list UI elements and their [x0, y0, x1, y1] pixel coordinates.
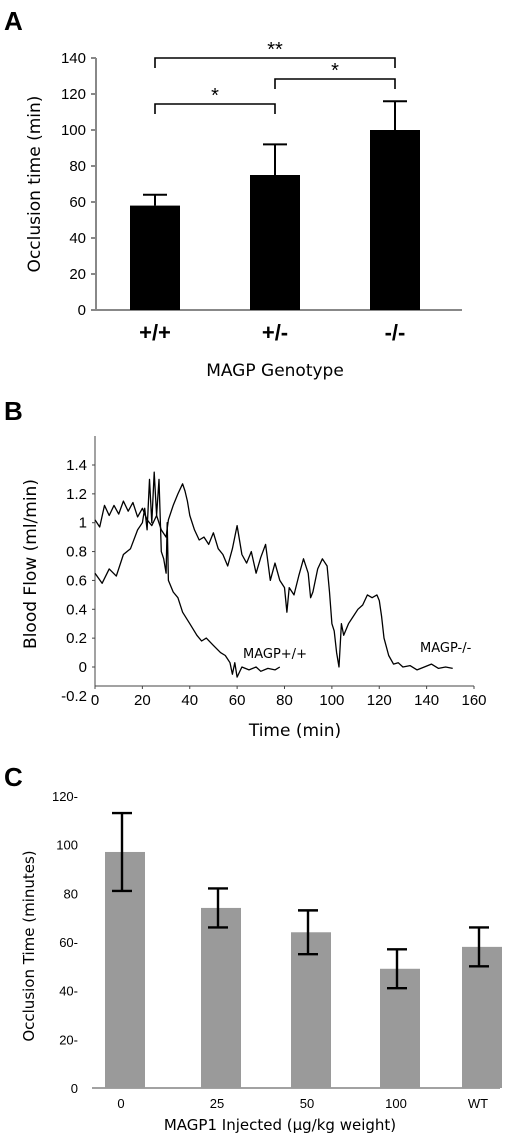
- panel-c-y-tick-label: 120-: [52, 789, 78, 804]
- panel-c-categories: 0 25 50 100 WT: [117, 1096, 488, 1111]
- panel-b-x-tick-label: 100: [319, 692, 344, 709]
- panel-a-significance-label: *: [211, 85, 219, 107]
- panel-b-series: [94, 471, 453, 678]
- panel-b-x-tick-label: 60: [229, 692, 246, 709]
- panel-b-y-tick-label: 0.8: [66, 544, 87, 561]
- panel-a-y-tick-label: 80: [69, 158, 86, 175]
- panel-a-error-bars: [143, 100, 407, 206]
- panel-b: B -0.200.20.40.60.811.21.4 0 20 40 60 80 100 1…: [4, 396, 487, 741]
- panel-c-y-ticks: 0 20- 40- 60- 80 100 120-: [52, 789, 78, 1096]
- panel-c-category-label: 0: [117, 1096, 124, 1111]
- panel-b-y-tick-label: 0.4: [66, 601, 87, 618]
- series-label-magp-wt: MAGP+/+: [243, 647, 307, 662]
- panel-c-ylabel: Occlusion Time (minutes): [20, 850, 38, 1041]
- panel-a-y-ticks: 0 20 40 60 80 100 120 140: [61, 50, 96, 319]
- panel-c-bars: [105, 851, 502, 1088]
- panel-c-bar: [380, 968, 420, 1088]
- panel-c-bar: [291, 932, 331, 1088]
- panel-a-xlabel: MAGP Genotype: [206, 361, 344, 381]
- panel-c-error-bars: [112, 811, 489, 990]
- panel-a-y-tick-label: 20: [69, 266, 86, 283]
- panel-c-category-label: 50: [300, 1096, 314, 1111]
- panel-c-category-label: WT: [468, 1096, 488, 1111]
- panel-b-x-tick-label: 20: [134, 692, 151, 709]
- panel-a-significance-bracket: [274, 78, 396, 89]
- panel-b-series-line: [94, 483, 453, 671]
- panel-a-y-tick-label: 100: [61, 122, 86, 139]
- panel-b-x-tick-label: 160: [461, 692, 486, 709]
- panel-b-x-tick-label: 140: [414, 692, 439, 709]
- panel-c-y-tick-label: 0: [71, 1081, 78, 1096]
- panel-c-bar: [201, 907, 241, 1088]
- panel-a-y-tick-label: 140: [61, 50, 86, 67]
- panel-b-x-tick-label: 120: [367, 692, 392, 709]
- panel-a-bar: [250, 175, 300, 310]
- panel-c-category-label: 100: [385, 1096, 407, 1111]
- panel-b-y-tick-label: 1.2: [66, 486, 87, 503]
- panel-a-category-label: -/-: [385, 320, 406, 345]
- panel-b-x-tick-label: 0: [91, 692, 99, 709]
- panel-a-bar: [130, 205, 180, 310]
- panel-a-significance-bracket: [154, 103, 276, 114]
- panel-b-y-tick-label: 1.4: [66, 457, 87, 474]
- panel-a-category-label: +/-: [262, 320, 288, 345]
- panel-c-category-label: 25: [210, 1096, 224, 1111]
- panel-a-letter: A: [4, 6, 23, 36]
- panel-b-ylabel: Blood Flow (ml/min): [21, 479, 41, 649]
- panel-c-y-tick-label: 20-: [59, 1032, 78, 1047]
- panel-a-y-tick-label: 0: [78, 302, 86, 319]
- panel-a-y-tick-label: 120: [61, 86, 86, 103]
- panel-a-categories: +/+ +/- -/-: [139, 320, 405, 345]
- panel-a-significance-bracket: [154, 57, 396, 68]
- panel-b-y-tick-label: 0: [79, 659, 87, 676]
- panel-a-y-tick-label: 40: [69, 230, 86, 247]
- panel-c-xlabel: MAGP1 Injected (µg/kg weight): [164, 1116, 396, 1134]
- panel-a-ylabel: Occlusion time (min): [25, 96, 45, 273]
- panel-c-y-tick-label: 40-: [59, 984, 78, 999]
- panel-a-category-label: +/+: [139, 320, 171, 345]
- panel-a-significance: ****: [154, 39, 396, 114]
- panel-a-y-tick-label: 60: [69, 194, 86, 211]
- panel-b-letter: B: [4, 396, 23, 426]
- panel-c-y-tick-label: 100: [56, 838, 78, 853]
- panel-b-y-tick-label: 0.6: [66, 572, 87, 589]
- panel-b-x-tick-label: 80: [276, 692, 293, 709]
- panel-a-significance-label: **: [267, 39, 283, 61]
- panel-b-y-tick-label: 0.2: [66, 630, 87, 647]
- panel-b-x-tick-label: 40: [181, 692, 198, 709]
- panel-c: C 0 20- 40- 60- 80 100 120- 0 25 50 100 WT Occlusi…: [4, 762, 502, 1134]
- panel-a-bars: [130, 130, 420, 310]
- panel-a-bar: [370, 130, 420, 310]
- panel-c-letter: C: [4, 762, 23, 792]
- panel-b-x-ticks: 0 20 40 60 80 100 120 140 160: [91, 686, 487, 709]
- panel-c-y-tick-label: 80: [64, 886, 78, 901]
- panel-a-significance-label: *: [331, 60, 339, 82]
- panel-b-y-tick-label: 1: [79, 515, 87, 532]
- panel-b-series-line: [94, 471, 281, 678]
- series-label-magp-ko: MAGP-/-: [420, 641, 472, 656]
- panel-c-bar: [105, 851, 145, 1088]
- panel-b-xlabel: Time (min): [248, 721, 341, 741]
- panel-c-y-tick-label: 60-: [59, 935, 78, 950]
- panel-c-bar: [462, 946, 502, 1088]
- panel-b-y-ticks: -0.2 0 0.2 0.4 0.6 0.8 1 1.2 1.4: [61, 457, 95, 705]
- panel-b-y-tick-label: -0.2: [61, 688, 87, 705]
